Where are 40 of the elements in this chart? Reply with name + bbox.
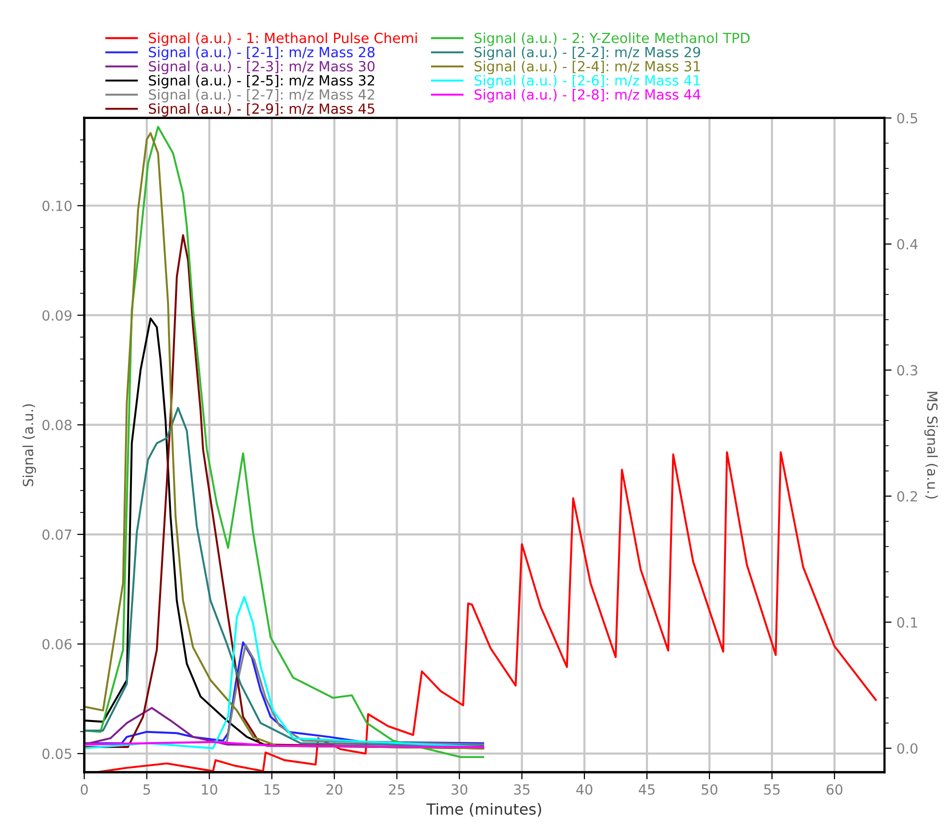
y2-tick-label: 0.4 (897, 239, 918, 250)
x-tick-label: 0 (80, 784, 88, 795)
x-tick-label: 40 (576, 784, 592, 795)
legend-label: Signal (a.u.) - [2-4]: m/z Mass 31 (474, 60, 700, 74)
line-series (84, 406, 484, 747)
y-tick-label: 0.05 (42, 748, 72, 760)
legend-label: Signal (a.u.) - [2-7]: m/z Mass 42 (148, 89, 374, 102)
x-tick-label: 50 (702, 784, 718, 795)
legend-label: Signal (a.u.) - [2-1]: m/z Mass 28 (148, 46, 375, 60)
x-tick-label: 35 (514, 784, 530, 795)
y-tick-label: 0.08 (42, 420, 72, 430)
x-tick-label: 45 (638, 784, 655, 795)
legend-label: Signal (a.u.) - 2: Y-Zeolite Methanol TPD (474, 32, 750, 46)
y2-tick-label: 0.1 (897, 617, 918, 628)
y2-axis-title: MS Signal (a.u.) (924, 392, 938, 499)
legend-label: Signal (a.u.) - [2-8]: m/z Mass 44 (474, 89, 700, 102)
legend-label: Signal (a.u.) - [2-5]: m/z Mass 32 (148, 74, 374, 88)
x-tick-label: 60 (826, 784, 842, 795)
x-tick-label: 25 (389, 784, 404, 795)
x-axis-title: Time (minutes) (426, 803, 542, 817)
x-tick-label: 5 (143, 784, 150, 795)
x-tick-label: 55 (764, 784, 780, 795)
y-tick-label: 0.09 (42, 310, 72, 321)
legend-label: Signal (a.u.) - [2-6]: m/z Mass 41 (474, 74, 700, 88)
legend-label: Signal (a.u.) - [2-2]: m/z Mass 29 (474, 46, 700, 60)
x-tick-label: 20 (326, 784, 342, 795)
y-tick-label: 0.06 (42, 638, 72, 650)
y2-tick-label: 0.0 (897, 743, 918, 754)
x-tick-label: 15 (264, 784, 280, 795)
y2-tick-label: 0.2 (897, 491, 917, 502)
y2-tick-label: 0.3 (897, 365, 918, 376)
x-tick-label: 30 (452, 784, 468, 795)
y2-tick-label: 0.5 (897, 112, 918, 124)
legend-label: Signal (a.u.) - [2-9]: m/z Mass 45 (148, 103, 374, 117)
legend-label: Signal (a.u.) - [2-3]: m/z Mass 30 (148, 60, 375, 74)
y-tick-label: 0.10 (42, 200, 72, 212)
y-tick-label: 0.07 (42, 529, 72, 540)
y-axis-title: Signal (a.u.) (22, 404, 36, 486)
legend-label: Signal (a.u.) - 1: Methanol Pulse Chemi (148, 32, 417, 46)
x-tick-label: 10 (202, 784, 218, 795)
